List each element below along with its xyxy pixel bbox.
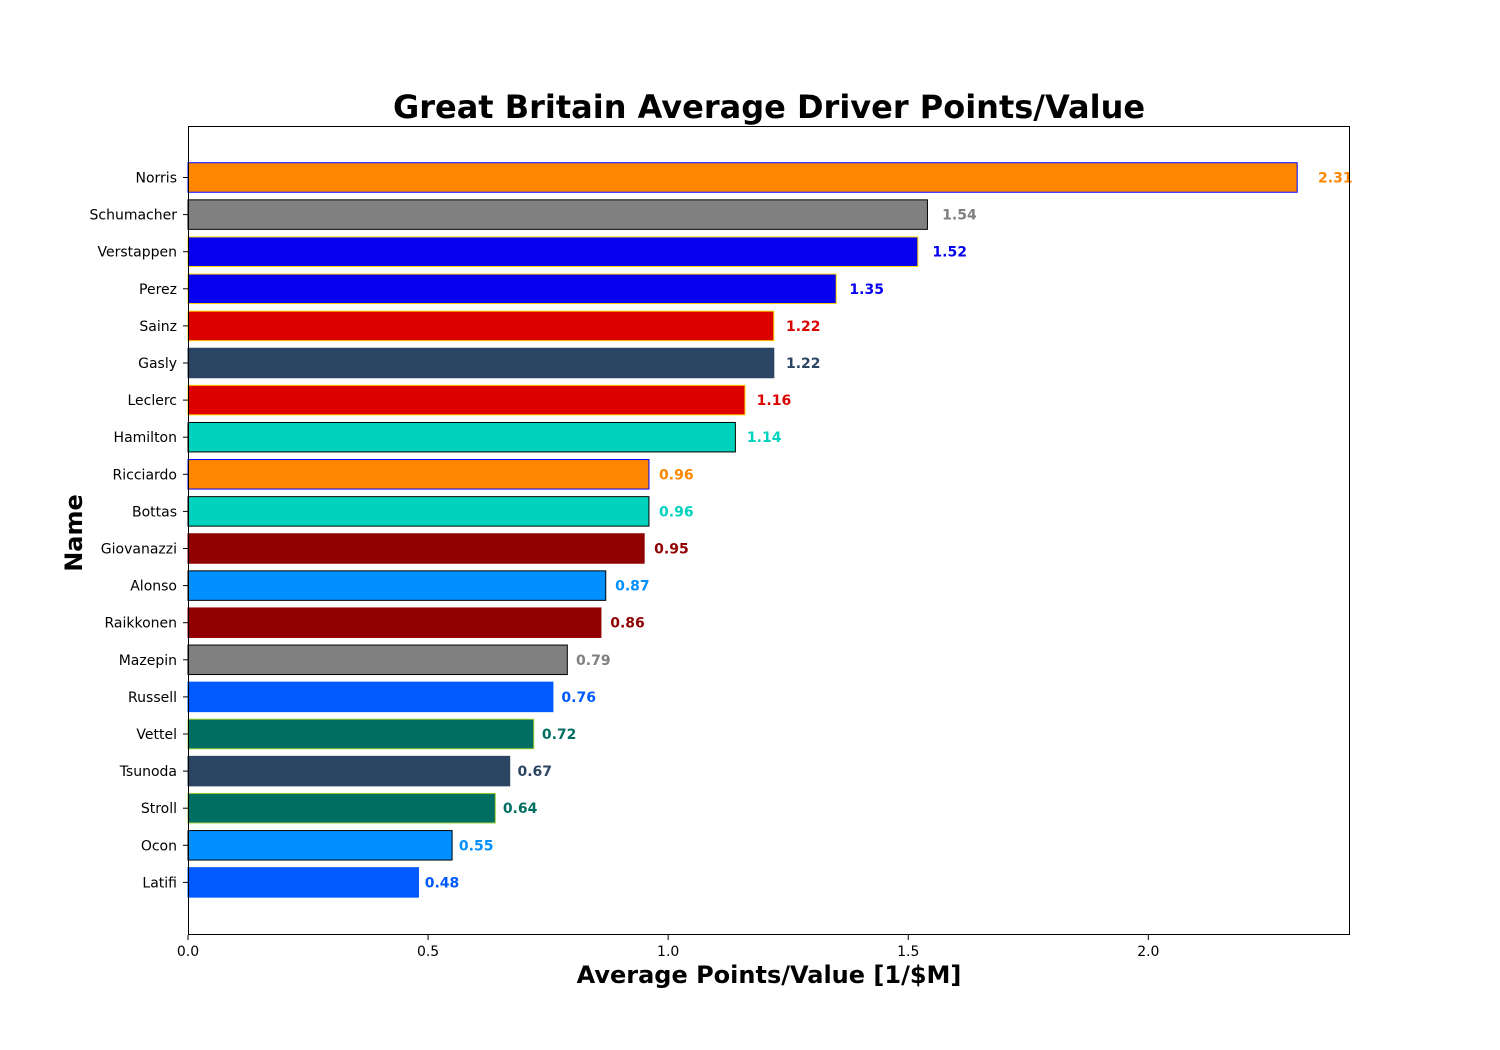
y-tick-label: Giovanazzi: [101, 542, 177, 558]
value-label-leclerc: 1.16: [757, 393, 792, 409]
value-label-hamilton: 1.14: [747, 430, 782, 446]
y-tick-label: Perez: [139, 282, 177, 298]
bar-vettel: [187, 718, 535, 750]
y-tick-label: Russell: [128, 690, 177, 706]
y-tick-label: Latifi: [142, 875, 177, 891]
bar-alonso: [187, 570, 607, 601]
value-label-latifi: 0.48: [425, 875, 460, 891]
value-label-tsunoda: 0.67: [517, 764, 552, 780]
x-tick-label: 1.0: [657, 944, 679, 960]
bars-group: [187, 162, 1298, 898]
y-axis-label: Name: [60, 494, 88, 572]
y-tick-label: Hamilton: [114, 430, 177, 446]
value-label-mazepin: 0.79: [576, 653, 611, 669]
bar-leclerc: [187, 384, 746, 416]
bar-norris: [187, 162, 1298, 193]
y-tick-label: Tsunoda: [119, 764, 177, 780]
value-label-raikkonen: 0.86: [610, 616, 645, 632]
y-tick-label: Stroll: [141, 801, 177, 817]
bar-hamilton: [187, 421, 736, 453]
bar-bottas: [187, 496, 650, 527]
bar-latifi: [187, 867, 419, 898]
value-labels: 2.31 1.54 1.52 1.35 1.22 1.22 1.16 1.14 0.96 0.96…: [425, 171, 1353, 892]
value-label-ricciardo: 0.96: [659, 467, 694, 483]
value-label-bottas: 0.96: [659, 504, 694, 520]
bar-stroll: [187, 792, 496, 824]
x-axis-ticks: 0.0 0.5 1.0 1.5 2.0: [177, 935, 1159, 960]
value-label-giovanazzi: 0.95: [654, 542, 689, 558]
bar-gasly: [187, 347, 775, 379]
y-tick-label: Vettel: [136, 727, 177, 743]
y-tick-label: Ocon: [141, 838, 177, 854]
value-label-vettel: 0.72: [542, 727, 577, 743]
value-label-russell: 0.76: [561, 690, 596, 706]
chart-title: Great Britain Average Driver Points/Valu…: [393, 88, 1145, 126]
bar-tsunoda: [187, 755, 511, 787]
value-label-sainz: 1.22: [786, 319, 821, 335]
bar-mazepin: [187, 644, 568, 676]
y-tick-label: Raikkonen: [104, 616, 177, 632]
plot-frame: [188, 126, 1350, 935]
x-tick-label: 0.0: [177, 944, 199, 960]
value-label-verstappen: 1.52: [932, 245, 967, 261]
y-tick-label: Leclerc: [127, 393, 177, 409]
bar-verstappen: [187, 236, 919, 267]
x-tick-label: 2.0: [1137, 944, 1159, 960]
x-axis-label: Average Points/Value [1/$M]: [577, 961, 962, 989]
bar-sainz: [187, 310, 775, 342]
y-tick-label: Bottas: [132, 504, 177, 520]
x-tick-label: 1.5: [897, 944, 919, 960]
y-tick-label: Sainz: [139, 319, 177, 335]
value-label-norris: 2.31: [1318, 171, 1353, 187]
value-label-stroll: 0.64: [503, 801, 538, 817]
bar-perez: [187, 273, 837, 305]
value-label-gasly: 1.22: [786, 356, 821, 372]
y-tick-label: Ricciardo: [113, 467, 177, 483]
x-tick-label: 0.5: [417, 944, 439, 960]
value-label-alonso: 0.87: [615, 579, 650, 595]
y-tick-label: Schumacher: [90, 208, 178, 224]
bar-ocon: [187, 830, 453, 861]
y-tick-label: Mazepin: [119, 653, 177, 669]
y-tick-label: Gasly: [138, 356, 177, 372]
value-label-perez: 1.35: [849, 282, 884, 298]
y-tick-label: Verstappen: [98, 245, 177, 261]
value-label-schumacher: 1.54: [942, 208, 977, 224]
bar-ricciardo: [187, 459, 650, 490]
y-tick-label: Norris: [136, 171, 178, 187]
y-tick-labels: Norris Schumacher Verstappen Perez Sainz Gasl…: [90, 171, 188, 891]
value-label-ocon: 0.55: [459, 838, 494, 854]
bar-raikkonen: [187, 607, 602, 638]
bar-giovanazzi: [187, 533, 645, 564]
bar-russell: [187, 681, 554, 713]
bar-schumacher: [187, 199, 928, 230]
y-tick-label: Alonso: [130, 579, 177, 595]
